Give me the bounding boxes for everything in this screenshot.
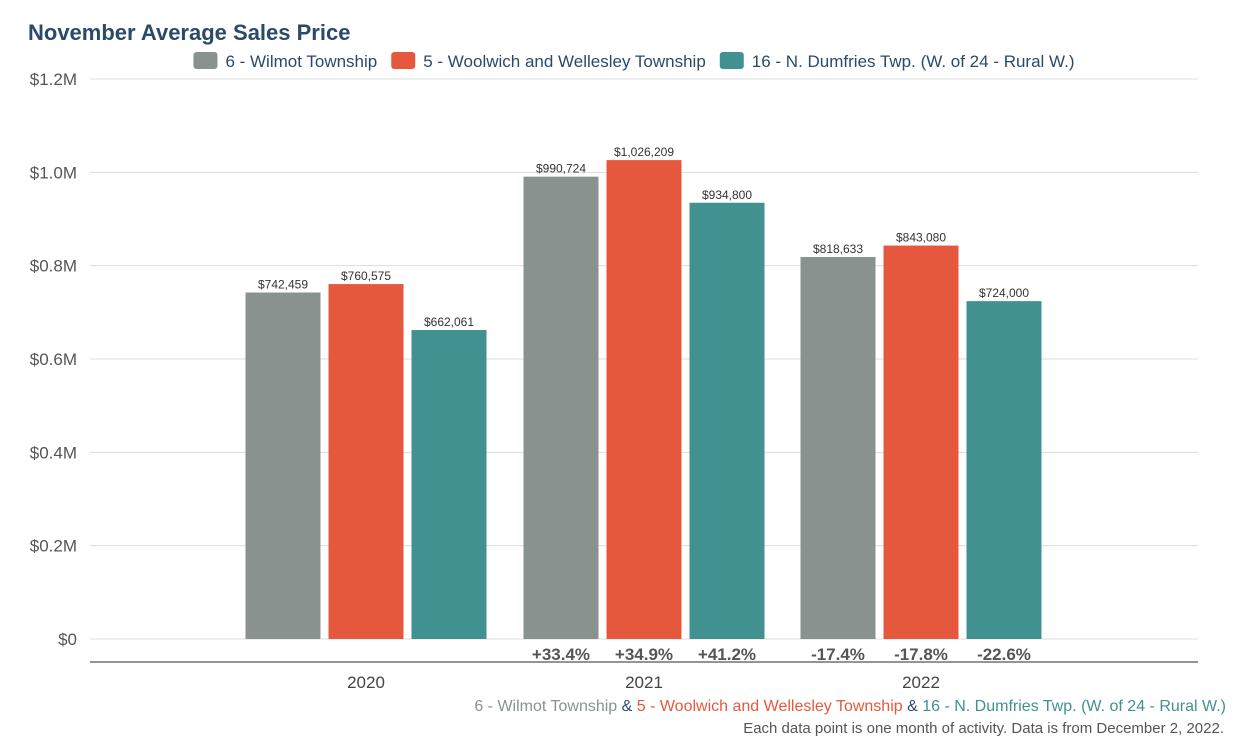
- bars: $742,459 $760,575 $662,061 $990,724 +33.4% $1…: [245, 145, 1042, 664]
- data-label: $843,080: [896, 231, 946, 245]
- y-axis: $0 $0.2M $0.4M $0.6M $0.8M $1.0M $1.2M: [30, 70, 77, 649]
- y-tick-label: $1.0M: [30, 163, 77, 182]
- data-label: $742,459: [258, 278, 308, 292]
- y-tick-label: $0.2M: [30, 537, 77, 556]
- y-tick-label: $0.4M: [30, 443, 77, 462]
- data-label: $760,575: [341, 269, 391, 283]
- footer-series-line: 6 - Wilmot Township & 5 - Woolwich and W…: [474, 698, 1226, 715]
- legend-swatch: [719, 52, 744, 69]
- data-label: $934,800: [702, 188, 752, 202]
- legend-swatch: [193, 52, 218, 69]
- footer-series-part: &: [617, 698, 637, 715]
- legend-label: 16 - N. Dumfries Twp. (W. of 24 - Rural …: [752, 52, 1075, 71]
- bar: [800, 256, 876, 639]
- footer-series-part: 5 - Woolwich and Wellesley Township: [637, 698, 903, 715]
- footer-series-part: &: [903, 698, 923, 715]
- data-label: $724,000: [979, 286, 1029, 300]
- y-tick-label: $0.8M: [30, 257, 77, 276]
- x-tick-label: 2020: [347, 673, 385, 692]
- bar: [328, 284, 404, 639]
- legend-label: 5 - Woolwich and Wellesley Township: [423, 52, 706, 71]
- bar: [245, 292, 321, 639]
- bar: [523, 176, 599, 639]
- y-tick-label: $0.6M: [30, 350, 77, 369]
- x-axis: 2020 2021 2022: [90, 661, 1198, 692]
- legend: 6 - Wilmot Township 5 - Woolwich and Well…: [193, 52, 1075, 71]
- chart-title: November Average Sales Price: [28, 20, 350, 45]
- legend-swatch: [391, 52, 416, 69]
- data-label: $990,724: [536, 162, 586, 176]
- bar: [411, 330, 487, 639]
- bar: [966, 301, 1042, 639]
- footer-note: Each data point is one month of activity…: [743, 720, 1224, 737]
- data-label: $662,061: [424, 315, 474, 329]
- data-label: $818,633: [813, 242, 863, 256]
- x-tick-label: 2022: [902, 673, 940, 692]
- legend-label: 6 - Wilmot Township: [225, 52, 377, 71]
- footer-series-part: 6 - Wilmot Township: [474, 698, 617, 715]
- x-tick-label: 2021: [625, 673, 663, 692]
- y-tick-label: $0: [58, 630, 77, 649]
- change-label: -17.8%: [894, 645, 948, 664]
- footer-series-part: 16 - N. Dumfries Twp. (W. of 24 - Rural …: [922, 698, 1226, 715]
- change-label: +34.9%: [615, 645, 673, 664]
- data-label: $1,026,209: [614, 145, 674, 159]
- change-label: +33.4%: [532, 645, 590, 664]
- bar: [883, 245, 959, 639]
- bar: [606, 160, 682, 639]
- change-label: -17.4%: [811, 645, 865, 664]
- bar: [689, 202, 765, 639]
- y-tick-label: $1.2M: [30, 70, 77, 89]
- change-label: -22.6%: [977, 645, 1031, 664]
- change-label: +41.2%: [698, 645, 756, 664]
